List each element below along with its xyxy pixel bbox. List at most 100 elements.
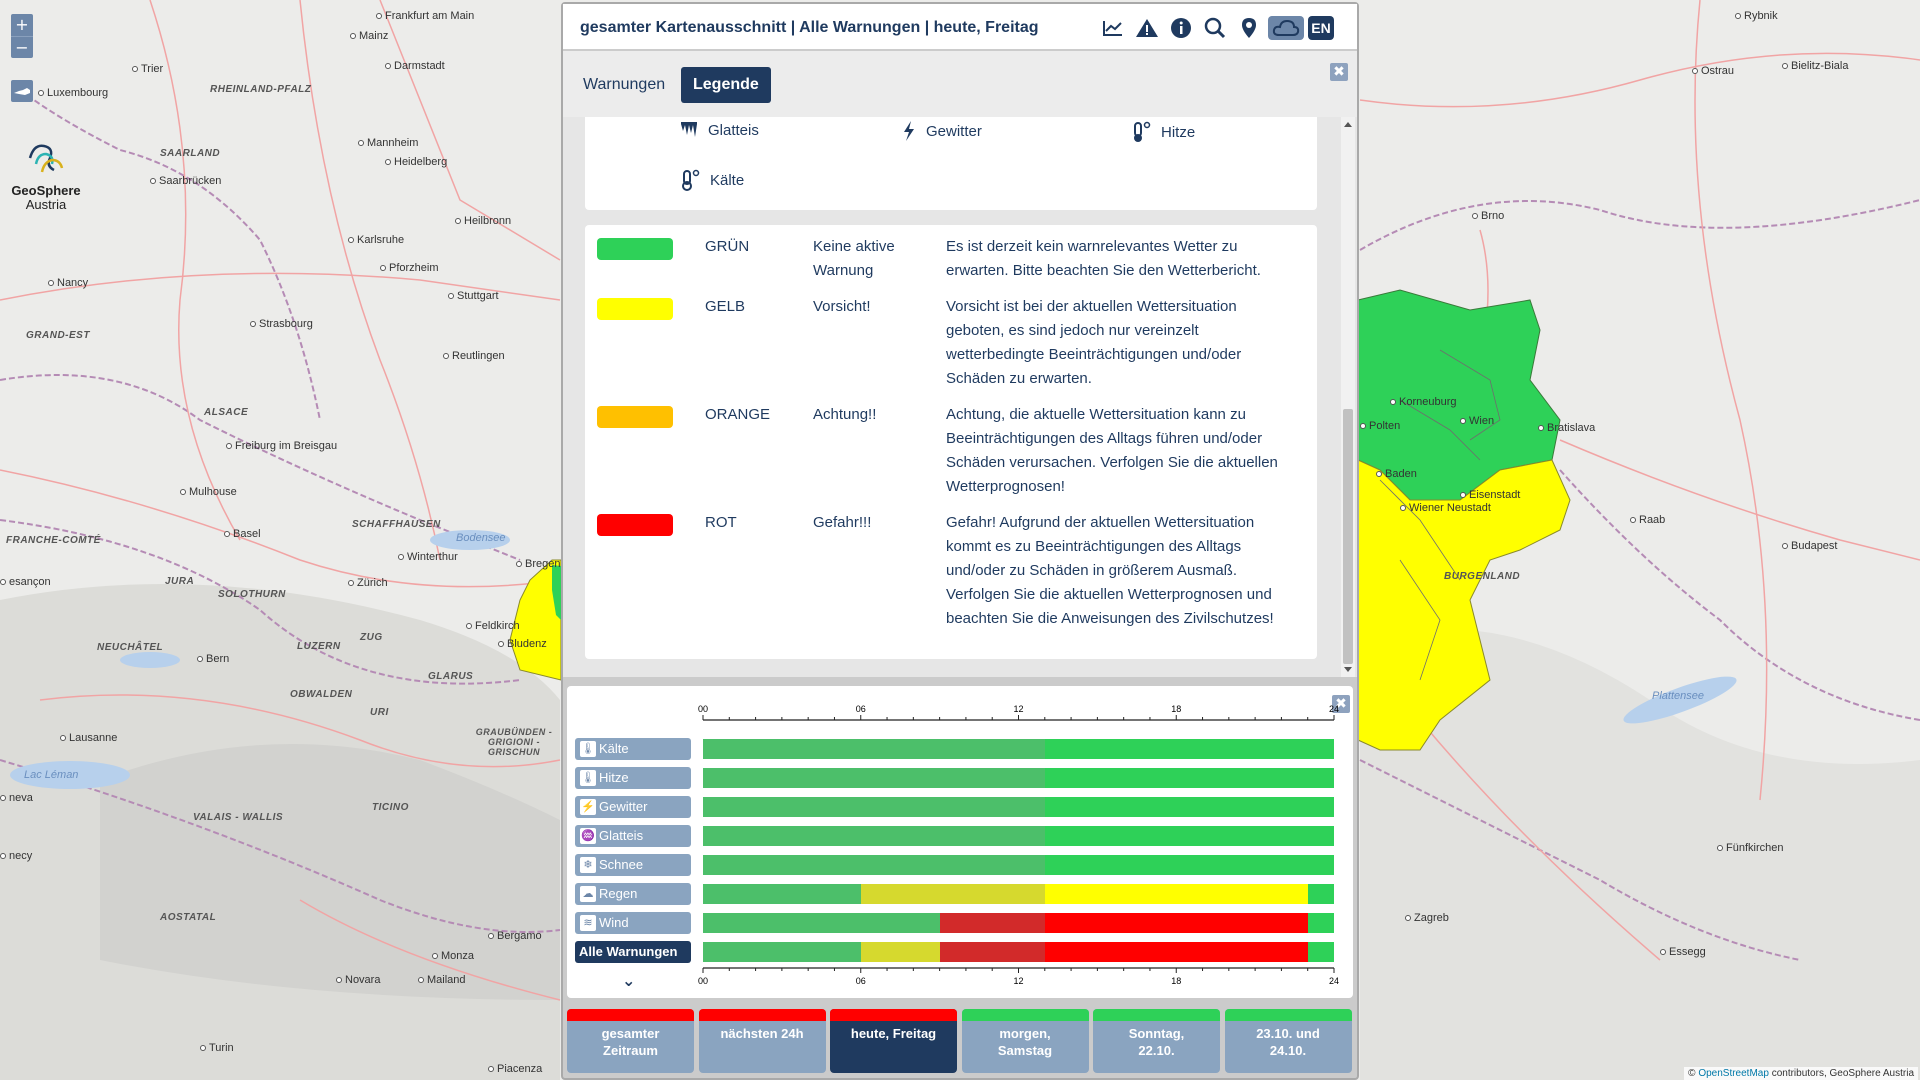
timeline-row-label[interactable]: Alle Warnungen xyxy=(575,941,691,963)
region-label: GRAUBÜNDEN - GRIGIONI - GRISCHUN xyxy=(475,727,553,757)
legend-type-label: Kälte xyxy=(710,171,745,189)
timeline-segment-red xyxy=(939,913,1045,933)
timeline-bar-row[interactable] xyxy=(703,855,1334,875)
osm-link[interactable]: OpenStreetMap xyxy=(1698,1068,1769,1079)
lightning-icon xyxy=(904,121,914,141)
city-label: Wien xyxy=(1460,415,1494,427)
logo-line1: GeoSphere xyxy=(11,183,81,198)
info-icon[interactable] xyxy=(1166,16,1196,40)
warning-icon[interactable] xyxy=(1132,16,1162,40)
timeline-row-label[interactable]: ⚡ Gewitter xyxy=(575,796,691,818)
city-label: Mainz xyxy=(350,30,388,42)
expand-timeline-button[interactable]: ⌄ xyxy=(622,971,636,990)
timeline-tick-label: 06 xyxy=(856,704,866,714)
level-short: Gefahr!!! xyxy=(813,514,872,531)
day-button[interactable]: Sonntag, 22.10. xyxy=(1093,1009,1220,1073)
chart-icon[interactable] xyxy=(1098,16,1128,40)
day-warning-stripe xyxy=(961,1009,1089,1021)
timeline-tick-label: 00 xyxy=(698,976,708,986)
city-label: Korneuburg xyxy=(1390,396,1457,408)
city-label: Eisenstadt xyxy=(1460,489,1520,501)
timeline-row-text: Wind xyxy=(599,915,629,930)
timeline-row-label[interactable]: ❄ Schnee xyxy=(575,854,691,876)
timeline-bar-row[interactable] xyxy=(703,942,1334,962)
timeline-row-label[interactable]: 🌡 Kälte xyxy=(575,738,691,760)
legend-type-hitze: Hitze xyxy=(1131,121,1195,143)
day-button[interactable]: nächsten 24h xyxy=(698,1009,826,1073)
timeline-bar-row[interactable] xyxy=(703,768,1334,788)
city-label: esançon xyxy=(0,576,51,588)
timeline-segment-green xyxy=(703,739,1045,759)
region-label: GRAND-EST xyxy=(26,330,90,341)
austria-extent-button[interactable] xyxy=(11,80,33,102)
city-label: Frankfurt am Main xyxy=(376,10,474,22)
city-label: Mulhouse xyxy=(180,486,237,498)
level-description: Gefahr! Aufgrund der aktuellen Wettersit… xyxy=(946,514,1274,627)
timeline-segment-green xyxy=(703,884,861,904)
timeline-bar-row[interactable] xyxy=(703,797,1334,817)
panel-title: gesamter Kartenausschnitt | Alle Warnung… xyxy=(580,19,1039,36)
zoom-out-button[interactable]: − xyxy=(11,36,33,58)
timeline-tick-label: 00 xyxy=(698,704,708,714)
city-label: Stuttgart xyxy=(448,290,499,302)
tab-legende[interactable]: Legende xyxy=(681,67,771,103)
city-label: Ostrau xyxy=(1692,65,1734,77)
city-label: Baden xyxy=(1376,468,1417,480)
region-label: GLARUS xyxy=(428,671,474,682)
level-short: Keine aktive Warnung xyxy=(813,238,895,279)
region-label: JURA xyxy=(165,576,195,587)
day-selector: gesamter Zeitraum nächsten 24h heute, Frei… xyxy=(567,1009,1353,1073)
region-label: LUZERN xyxy=(297,641,341,652)
timeline-segment-green xyxy=(703,826,1045,846)
close-legend-button[interactable]: ✖ xyxy=(1330,63,1348,81)
snowflake-icon: ❄ xyxy=(580,857,596,873)
timeline-row-text: Alle Warnungen xyxy=(579,944,678,959)
timeline-segment-yellow xyxy=(1044,884,1308,904)
city-label: Basel xyxy=(224,528,261,540)
warning-levels-card: GRÜN Keine aktive Warnung Es ist derzeit… xyxy=(585,225,1317,659)
language-toggle[interactable]: EN xyxy=(1308,16,1334,40)
city-label: Lausanne xyxy=(60,732,117,744)
day-button[interactable]: heute, Freitag xyxy=(830,1009,957,1073)
timeline-row-label[interactable]: ≋ Wind xyxy=(575,912,691,934)
timeline-segment-green xyxy=(703,855,1045,875)
close-timeline-button[interactable]: ✖ xyxy=(1332,695,1350,713)
warning-timeline: ✖ 00 06 12 18 24 00 06 12 18 24 🌡 Kälte 🌡 Hitze ⚡ Gewi… xyxy=(567,686,1353,998)
timeline-bar-row[interactable] xyxy=(703,913,1334,933)
day-button[interactable]: 23.10. und 24.10. xyxy=(1224,1009,1352,1073)
timeline-row-label[interactable]: ♒ Glatteis xyxy=(575,825,691,847)
timeline-row-label[interactable]: ☁ Regen xyxy=(575,883,691,905)
city-label: Bregenz xyxy=(516,558,566,570)
wind-icon: ≋ xyxy=(580,915,596,931)
day-label: 23.10. und 24.10. xyxy=(1256,1026,1320,1058)
timeline-segment-green xyxy=(1307,942,1334,962)
timeline-segment-red xyxy=(939,942,1045,962)
timeline-segment-green xyxy=(1044,797,1334,817)
timeline-bar-row[interactable] xyxy=(703,826,1334,846)
tab-warnungen[interactable]: Warnungen xyxy=(583,76,666,93)
timeline-bar-row[interactable] xyxy=(703,739,1334,759)
city-label: Freiburg im Breisgau xyxy=(226,440,337,452)
day-button[interactable]: gesamter Zeitraum xyxy=(567,1009,694,1073)
zoom-search-icon[interactable] xyxy=(1200,16,1230,40)
timeline-row-label[interactable]: 🌡 Hitze xyxy=(575,767,691,789)
legend-scrollbar[interactable] xyxy=(1341,117,1355,677)
city-label: Fünfkirchen xyxy=(1717,842,1783,854)
scroll-up-arrow-icon[interactable] xyxy=(1344,122,1352,127)
zoom-in-button[interactable]: + xyxy=(15,15,29,34)
timeline-tick-label: 12 xyxy=(1013,704,1023,714)
timeline-row-text: Hitze xyxy=(599,770,629,785)
legend-content[interactable]: Glatteis Gewitter Hitze Kälte GRÜN Keine… xyxy=(563,117,1357,677)
city-label: Monza xyxy=(432,950,474,962)
timeline-segment-green xyxy=(1044,739,1334,759)
scroll-down-arrow-icon[interactable] xyxy=(1344,667,1352,672)
day-button[interactable]: morgen, Samstag xyxy=(961,1009,1089,1073)
timeline-bar-row[interactable] xyxy=(703,884,1334,904)
location-pin-icon[interactable] xyxy=(1234,16,1264,40)
scroll-thumb[interactable] xyxy=(1343,409,1353,664)
timeline-tick-label: 06 xyxy=(856,976,866,986)
cloud-icon[interactable] xyxy=(1268,16,1304,40)
timeline-row-text: Schnee xyxy=(599,857,644,872)
panel-titlebar: gesamter Kartenausschnitt | Alle Warnung… xyxy=(563,4,1357,50)
geosphere-logo[interactable]: GeoSphere Austria xyxy=(6,136,86,212)
